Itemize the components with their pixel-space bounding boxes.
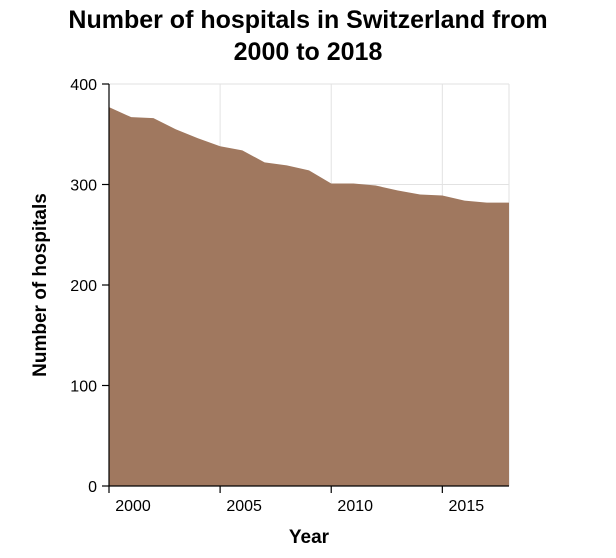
- y-tick-labels: 0 100 200 300 400: [70, 77, 97, 496]
- x-tick-label-2005: 2005: [226, 498, 262, 515]
- x-tick-label-2010: 2010: [337, 498, 373, 515]
- x-tick-label-2015: 2015: [449, 498, 485, 515]
- y-tick-label-300: 300: [70, 178, 97, 195]
- x-tick-labels: 2000 2005 2010 2015: [115, 498, 484, 515]
- area-series: [109, 107, 509, 487]
- y-tick-label-200: 200: [70, 278, 97, 295]
- y-tick-label-400: 400: [70, 77, 97, 94]
- axes: [102, 83, 509, 493]
- x-tick-label-2000: 2000: [115, 498, 151, 515]
- y-tick-label-0: 0: [88, 479, 97, 496]
- y-axis-title: Number of hospitals: [30, 193, 51, 377]
- area-fill: [109, 107, 509, 487]
- x-axis-title: Year: [289, 527, 330, 548]
- chart-title: Number of hospitals in Switzerland from …: [68, 6, 548, 66]
- y-tick-label-100: 100: [70, 379, 97, 396]
